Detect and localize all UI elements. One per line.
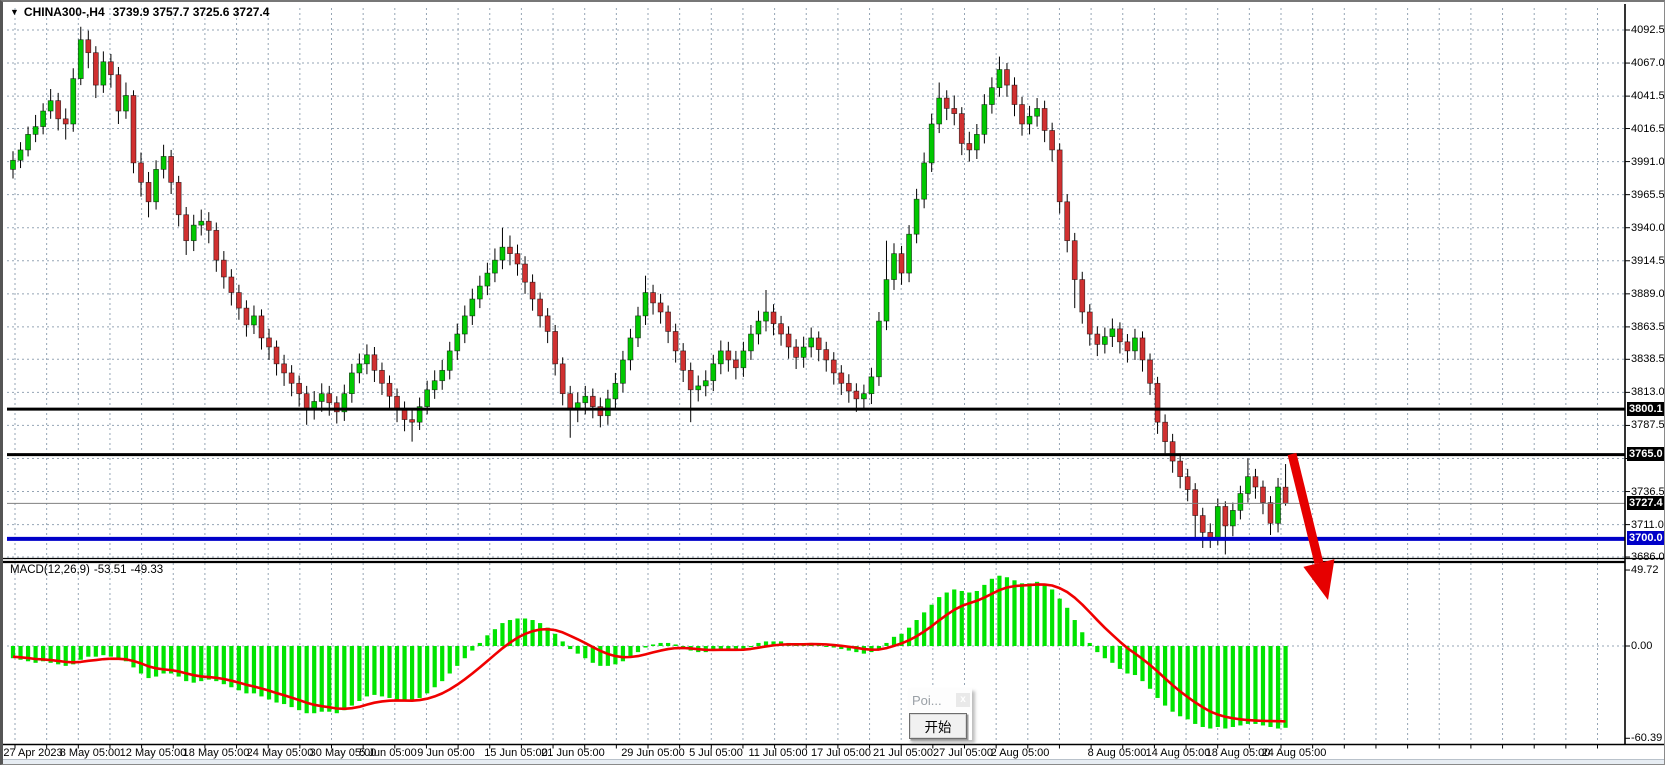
popup-title: Poi... [912, 692, 942, 708]
symbol-dropdown-icon[interactable]: ▼ [10, 7, 19, 17]
chart-title: ▼ CHINA300-,H4 3739.9 3757.7 3725.6 3727.4 [10, 5, 269, 19]
macd-signal-line [12, 583, 1286, 723]
popup-close-icon[interactable]: x [956, 693, 970, 707]
symbol-period-label: CHINA300-,H4 [23, 5, 105, 19]
macd-value: -53.51 [93, 564, 127, 576]
price-level-lines [7, 407, 1625, 541]
macd-name: MACD(12,26,9) [10, 564, 90, 576]
trend-arrow [1287, 452, 1335, 600]
popup-start-button[interactable]: 开始 [909, 713, 967, 739]
macd-indicator-label: MACD(12,26,9) -53.51 -49.33 [10, 564, 167, 576]
grid-lines [7, 8, 1625, 743]
panel-borders [3, 4, 1664, 749]
title-ohlc-values: 3739.9 3757.7 3725.6 3727.4 [112, 5, 270, 19]
candles-layer [10, 26, 1289, 555]
popup-dialog: Poi... x 开始 [908, 688, 972, 740]
macd-histogram [10, 575, 1288, 729]
popup-title-bar: Poi... x [908, 688, 972, 712]
chart-canvas[interactable] [3, 2, 1665, 765]
window-bottom-strip [3, 759, 1664, 764]
macd-signal-value: -49.33 [130, 564, 164, 576]
